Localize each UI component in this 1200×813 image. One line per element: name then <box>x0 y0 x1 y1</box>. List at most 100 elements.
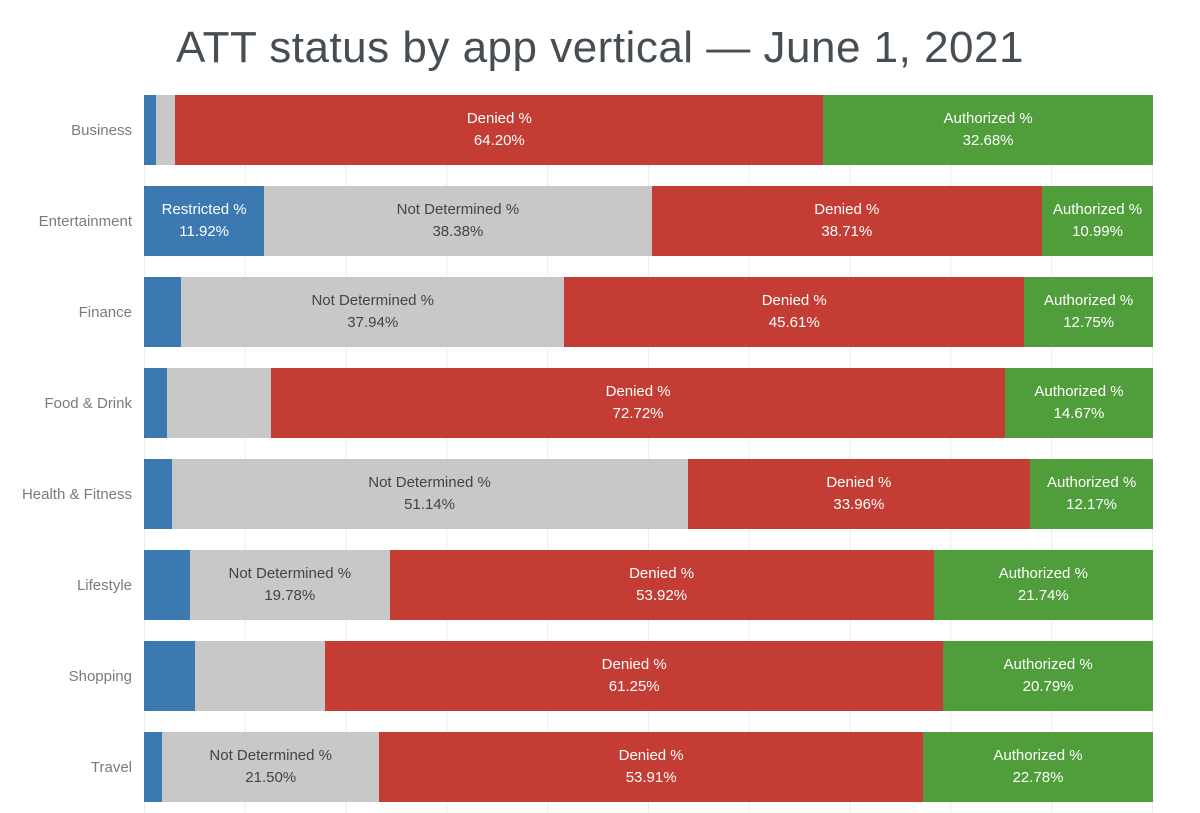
stacked-bar: Not Determined % 21.50% Denied % 53.91% Auth… <box>144 732 1153 802</box>
segment-value-label: 10.99% <box>1072 222 1123 240</box>
segment-value-label: 21.74% <box>1017 586 1069 604</box>
chart-row: Shopping Denied % 61.25% Authorized % 20.79% <box>0 641 1200 711</box>
bar-segment-restricted[interactable] <box>144 95 157 165</box>
segment-value-label: 64.20% <box>473 131 525 149</box>
stacked-bar: Denied % 72.72% Authorized % 14.67% <box>144 368 1153 438</box>
segment-value-label: 38.71% <box>821 222 873 240</box>
segment-value-label: 53.92% <box>636 586 688 604</box>
segment-status-label: Denied % <box>826 473 892 491</box>
bar-segment-authorized[interactable]: Authorized % 32.68% <box>823 95 1153 165</box>
segment-status-label: Denied % <box>629 564 695 582</box>
segment-status-label: Authorized % <box>943 109 1033 127</box>
bar-segment-denied[interactable]: Denied % 61.25% <box>325 641 944 711</box>
segment-value-label: 21.50% <box>245 768 297 786</box>
bar-segment-denied[interactable]: Denied % 33.96% <box>687 459 1031 529</box>
bar-segment-restricted[interactable] <box>144 277 182 347</box>
bar-segment-authorized[interactable]: Authorized % 21.74% <box>933 550 1153 620</box>
segment-status-label: Authorized % <box>993 746 1083 764</box>
bar-segment-not_determined[interactable] <box>167 368 272 438</box>
bar-segment-not_determined[interactable]: Not Determined % 19.78% <box>190 550 390 620</box>
category-label: Entertainment <box>38 212 132 230</box>
segment-value-label: 33.96% <box>833 495 885 513</box>
bar-segment-denied[interactable]: Denied % 64.20% <box>175 95 824 165</box>
bar-segment-restricted[interactable] <box>144 641 196 711</box>
bar-segment-not_determined[interactable]: Not Determined % 21.50% <box>162 732 380 802</box>
segment-value-label: 53.91% <box>625 768 677 786</box>
bar-segment-restricted[interactable]: Restricted % 11.92% <box>144 186 265 256</box>
bar-segment-authorized[interactable]: Authorized % 12.75% <box>1024 277 1153 347</box>
category-label: Lifestyle <box>76 576 132 594</box>
bar-segment-authorized[interactable]: Authorized % 22.78% <box>923 732 1153 802</box>
segment-value-label: 12.75% <box>1063 313 1115 331</box>
segment-status-label: Not Determined % <box>228 564 352 582</box>
segment-value-label: 14.67% <box>1053 404 1105 422</box>
segment-value-label: 20.79% <box>1022 677 1074 695</box>
chart-row: Business Denied % 64.20% Authorized % 32.68% <box>0 95 1200 165</box>
bar-segment-authorized[interactable]: Authorized % 14.67% <box>1004 368 1153 438</box>
bar-segment-denied[interactable]: Denied % 38.71% <box>651 186 1043 256</box>
chart-row: Health & Fitness Not Determined % 51.14% De… <box>0 459 1200 529</box>
bar-segment-denied[interactable]: Denied % 72.72% <box>271 368 1005 438</box>
stacked-bar: Denied % 61.25% Authorized % 20.79% <box>144 641 1153 711</box>
segment-status-label: Denied % <box>605 382 671 400</box>
segment-status-label: Not Determined % <box>209 746 332 764</box>
segment-status-label: Not Determined % <box>396 200 520 218</box>
segment-status-label: Denied % <box>761 291 827 309</box>
bar-segment-not_determined[interactable] <box>195 641 326 711</box>
segment-status-label: Authorized % <box>1044 291 1134 309</box>
segment-status-label: Authorized % <box>1052 200 1143 218</box>
bar-segment-not_determined[interactable]: Not Determined % 37.94% <box>181 277 565 347</box>
segment-status-label: Authorized % <box>1046 473 1137 491</box>
bar-segment-restricted[interactable] <box>144 368 168 438</box>
chart-title: ATT status by app vertical — June 1, 202… <box>176 22 1024 72</box>
bar-segment-authorized[interactable]: Authorized % 20.79% <box>943 641 1153 711</box>
stacked-bar: Denied % 64.20% Authorized % 32.68% <box>144 95 1153 165</box>
bar-segment-not_determined[interactable]: Not Determined % 51.14% <box>171 459 688 529</box>
bar-segment-denied[interactable]: Denied % 53.92% <box>389 550 934 620</box>
plot-area: Business Denied % 64.20% Authorized % 32.68%… <box>0 95 1200 802</box>
category-label: Travel <box>90 758 132 776</box>
segment-value-label: 22.78% <box>1012 768 1064 786</box>
segment-value-label: 37.94% <box>347 313 399 331</box>
category-label: Finance <box>78 303 132 321</box>
segment-status-label: Restricted % <box>161 200 247 218</box>
segment-status-label: Not Determined % <box>311 291 435 309</box>
segment-status-label: Authorized % <box>1003 655 1093 673</box>
segment-status-label: Authorized % <box>998 564 1088 582</box>
stacked-bar: Not Determined % 19.78% Denied % 53.92% Auth… <box>144 550 1153 620</box>
segment-status-label: Denied % <box>601 655 667 673</box>
segment-value-label: 45.61% <box>768 313 820 331</box>
stacked-bar: Not Determined % 37.94% Denied % 45.61% Auth… <box>144 277 1153 347</box>
chart-row: Finance Not Determined % 37.94% Denied % 45.… <box>0 277 1200 347</box>
category-label: Health & Fitness <box>21 485 132 503</box>
bar-segment-restricted[interactable] <box>144 459 172 529</box>
segment-value-label: 38.38% <box>432 222 484 240</box>
chart-row: Lifestyle Not Determined % 19.78% Denied % 5… <box>0 550 1200 620</box>
stacked-bar: Not Determined % 51.14% Denied % 33.96% Auth… <box>144 459 1153 529</box>
bar-segment-denied[interactable]: Denied % 53.91% <box>379 732 924 802</box>
stacked-bar-chart: Business Denied % 64.20% Authorized % 32.68%… <box>0 95 1200 813</box>
segment-value-label: 32.68% <box>962 131 1014 149</box>
segment-value-label: 12.17% <box>1066 495 1118 513</box>
bar-segment-restricted[interactable] <box>144 550 190 620</box>
bar-segment-denied[interactable]: Denied % 45.61% <box>564 277 1025 347</box>
stacked-bar: Restricted % 11.92% Not Determined % 38.38%… <box>144 186 1153 256</box>
category-label: Food & Drink <box>44 394 132 412</box>
bar-segment-not_determined[interactable] <box>156 95 176 165</box>
segment-value-label: 51.14% <box>404 495 455 513</box>
segment-value-label: 61.25% <box>608 677 660 695</box>
segment-value-label: 11.92% <box>179 222 230 240</box>
bar-segment-authorized[interactable]: Authorized % 12.17% <box>1030 459 1153 529</box>
category-label: Shopping <box>68 667 132 685</box>
chart-row: Food & Drink Denied % 72.72% Authorized % 14… <box>0 368 1200 438</box>
title-block: ATT status by app vertical — June 1, 202… <box>0 0 1200 95</box>
bar-segment-restricted[interactable] <box>144 732 163 802</box>
chart-row: Entertainment Restricted % 11.92% Not Deter… <box>0 186 1200 256</box>
segment-value-label: 72.72% <box>612 404 664 422</box>
segment-value-label: 19.78% <box>264 586 316 604</box>
bar-segment-authorized[interactable]: Authorized % 10.99% <box>1042 186 1153 256</box>
category-label: Business <box>71 121 132 139</box>
bar-segment-not_determined[interactable]: Not Determined % 38.38% <box>264 186 652 256</box>
segment-status-label: Denied % <box>466 109 532 127</box>
segment-status-label: Denied % <box>814 200 880 218</box>
